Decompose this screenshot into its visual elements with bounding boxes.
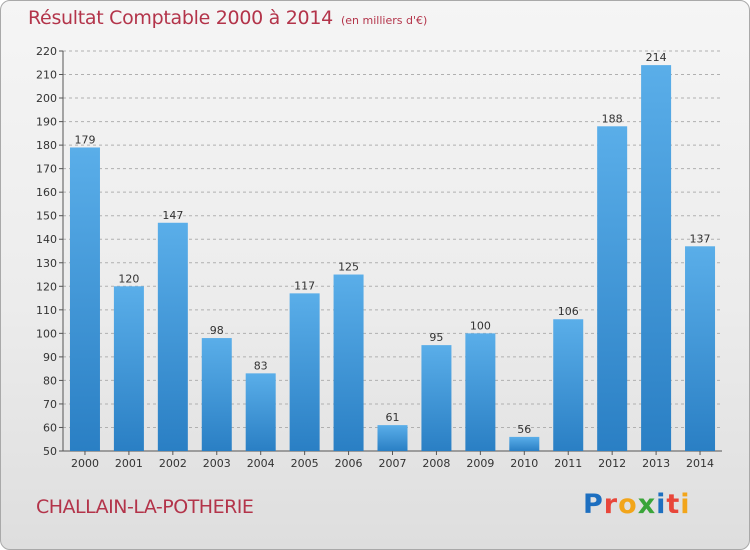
axes: 50 60 70 80 90 100 110 120 130 140 150 160 170 180 190… xyxy=(36,45,722,458)
bar xyxy=(553,319,584,451)
y-tick-label: 120 xyxy=(36,280,57,293)
labels: 179 2000 120 2001 147 2002 98 2003 83 2004 117 2005… xyxy=(71,51,714,470)
x-tick-label: 2012 xyxy=(598,457,626,470)
bar-value-label: 83 xyxy=(254,359,268,372)
bar-value-label: 214 xyxy=(646,51,667,64)
bar-value-label: 100 xyxy=(470,319,491,332)
y-tick-label: 220 xyxy=(36,45,57,58)
bar-value-label: 125 xyxy=(338,261,359,274)
y-tick-label: 50 xyxy=(43,445,57,458)
bar xyxy=(421,345,452,451)
y-tick-label: 190 xyxy=(36,116,57,129)
proxiti-logo: Proxiti xyxy=(583,489,691,520)
bar xyxy=(201,338,232,451)
y-tick-label: 70 xyxy=(43,398,57,411)
x-tick-label: 2013 xyxy=(642,457,670,470)
y-tick-label: 150 xyxy=(36,210,57,223)
bar-value-label: 106 xyxy=(558,305,579,318)
bar-value-label: 120 xyxy=(118,272,139,285)
x-tick-label: 2001 xyxy=(115,457,143,470)
x-tick-label: 2005 xyxy=(291,457,319,470)
commune-name: CHALLAIN-LA-POTHERIE xyxy=(36,496,254,518)
bar xyxy=(685,246,716,451)
bar xyxy=(69,147,100,451)
bar xyxy=(641,65,672,451)
bars xyxy=(69,65,716,451)
bar-value-label: 147 xyxy=(162,209,183,222)
x-tick-label: 2006 xyxy=(335,457,363,470)
bar xyxy=(157,222,188,451)
y-tick-label: 90 xyxy=(43,351,57,364)
x-tick-label: 2002 xyxy=(159,457,187,470)
x-tick-label: 2007 xyxy=(379,457,407,470)
brand-letter: P xyxy=(583,489,604,520)
bar-value-label: 98 xyxy=(210,324,224,337)
bar-value-label: 137 xyxy=(690,232,711,245)
y-tick-label: 160 xyxy=(36,186,57,199)
bar xyxy=(465,333,496,451)
chart-subtitle: (en milliers d'€) xyxy=(341,14,428,27)
y-tick-label: 80 xyxy=(43,374,57,387)
chart-title: Résultat Comptable 2000 à 2014 xyxy=(28,7,333,29)
bar xyxy=(113,286,144,451)
y-tick-label: 100 xyxy=(36,327,57,340)
bar xyxy=(509,436,540,451)
brand-letter: i xyxy=(680,489,691,520)
y-tick-label: 110 xyxy=(36,304,57,317)
x-tick-label: 2011 xyxy=(554,457,582,470)
x-tick-label: 2000 xyxy=(71,457,99,470)
bar-value-label: 95 xyxy=(429,331,443,344)
y-tick-label: 60 xyxy=(43,421,57,434)
bar xyxy=(597,126,628,451)
x-tick-label: 2003 xyxy=(203,457,231,470)
x-tick-label: 2014 xyxy=(686,457,714,470)
bar-value-label: 61 xyxy=(386,411,400,424)
brand-letter: o xyxy=(618,489,638,520)
y-tick-label: 140 xyxy=(36,233,57,246)
x-tick-label: 2008 xyxy=(422,457,450,470)
bar xyxy=(289,293,320,451)
brand-letter: t xyxy=(666,489,681,520)
brand-letter: i xyxy=(656,489,667,520)
bar xyxy=(245,373,276,451)
y-tick-label: 170 xyxy=(36,163,57,176)
y-tick-label: 130 xyxy=(36,257,57,270)
bar-value-label: 188 xyxy=(602,112,623,125)
bar xyxy=(333,274,364,451)
bar-value-label: 179 xyxy=(74,133,95,146)
bar-value-label: 117 xyxy=(294,279,315,292)
y-tick-label: 180 xyxy=(36,139,57,152)
bar xyxy=(377,425,408,451)
x-tick-label: 2009 xyxy=(466,457,494,470)
brand-letter: x xyxy=(637,489,657,520)
y-tick-label: 210 xyxy=(36,69,57,82)
bar-value-label: 56 xyxy=(517,423,531,436)
brand-letter: r xyxy=(603,489,619,520)
x-tick-label: 2010 xyxy=(510,457,538,470)
x-tick-label: 2004 xyxy=(247,457,275,470)
y-tick-label: 200 xyxy=(36,92,57,105)
